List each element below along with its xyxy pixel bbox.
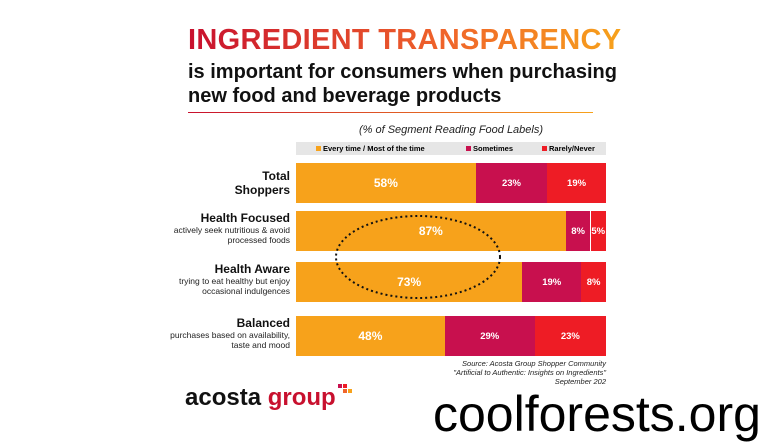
bar-segment: 23% xyxy=(475,163,548,203)
category-label: Balanced purchases based on availability,… xyxy=(150,316,290,350)
data-label: 23% xyxy=(501,177,521,189)
category-name: Health Focused xyxy=(200,211,290,225)
legend-label: Rarely/Never xyxy=(549,144,595,153)
acosta-group-logo: acosta group xyxy=(185,384,352,412)
source-note: Source: Acosta Group Shopper Community "A… xyxy=(453,359,606,386)
category-label: Health Focused actively seek nutritious &… xyxy=(150,211,290,245)
category-desc: purchases based on availability, taste a… xyxy=(170,330,290,350)
bar-segment: 19% xyxy=(522,262,582,302)
legend-label: Every time / Most of the time xyxy=(323,144,425,153)
divider xyxy=(188,112,593,113)
data-label: 19% xyxy=(542,276,562,288)
legend-label: Sometimes xyxy=(473,144,514,153)
subtitle-line-2: new food and beverage products xyxy=(188,85,502,107)
category-name: Total Shoppers xyxy=(234,169,290,197)
bar-segment: 58% xyxy=(296,163,476,203)
data-label: 5% xyxy=(591,225,606,237)
data-label: 48% xyxy=(358,329,383,343)
data-label: 8% xyxy=(571,225,585,237)
legend-swatch xyxy=(316,146,321,151)
category-label: Total Shoppers xyxy=(150,169,290,197)
legend-swatch xyxy=(466,146,471,151)
subtitle-line-1: is important for consumers when purchasi… xyxy=(188,61,617,83)
bar-segment: 8% xyxy=(581,262,606,302)
data-label: 73% xyxy=(397,275,422,289)
category-name: Balanced xyxy=(236,316,290,330)
bar-segment: 48% xyxy=(296,316,445,356)
data-label: 87% xyxy=(418,224,443,238)
bar-segment: 87% xyxy=(296,211,566,251)
legend-swatch xyxy=(542,146,547,151)
chart-title: (% of Segment Reading Food Labels) xyxy=(358,124,544,136)
data-label: 19% xyxy=(567,177,587,189)
category-desc: trying to eat healthy but enjoy occasion… xyxy=(178,276,290,296)
data-label: 23% xyxy=(560,330,580,342)
subtitle: is important for consumers when purchasi… xyxy=(188,60,617,108)
category-name: Health Aware xyxy=(214,262,290,276)
bar-segment: 29% xyxy=(444,316,535,356)
bar-segment: 23% xyxy=(534,316,606,356)
bar-segment: 19% xyxy=(547,163,606,203)
legend-item: Every time / Most of the time xyxy=(316,144,425,153)
data-label: 58% xyxy=(373,176,398,190)
watermark: coolforests.org xyxy=(433,386,761,442)
category-desc: actively seek nutritious & avoid process… xyxy=(173,225,290,245)
bar-segment: 5% xyxy=(590,211,606,251)
legend-item: Sometimes xyxy=(466,144,513,153)
legend: Every time / Most of the time Sometimes … xyxy=(296,142,606,155)
category-label: Health Aware trying to eat healthy but en… xyxy=(150,262,290,296)
bar-segment: 8% xyxy=(565,211,591,251)
data-label: 8% xyxy=(586,276,601,288)
data-label: 29% xyxy=(480,330,500,342)
legend-item: Rarely/Never xyxy=(542,144,595,153)
title: INGREDIENT TRANSPARENCY xyxy=(188,24,622,56)
